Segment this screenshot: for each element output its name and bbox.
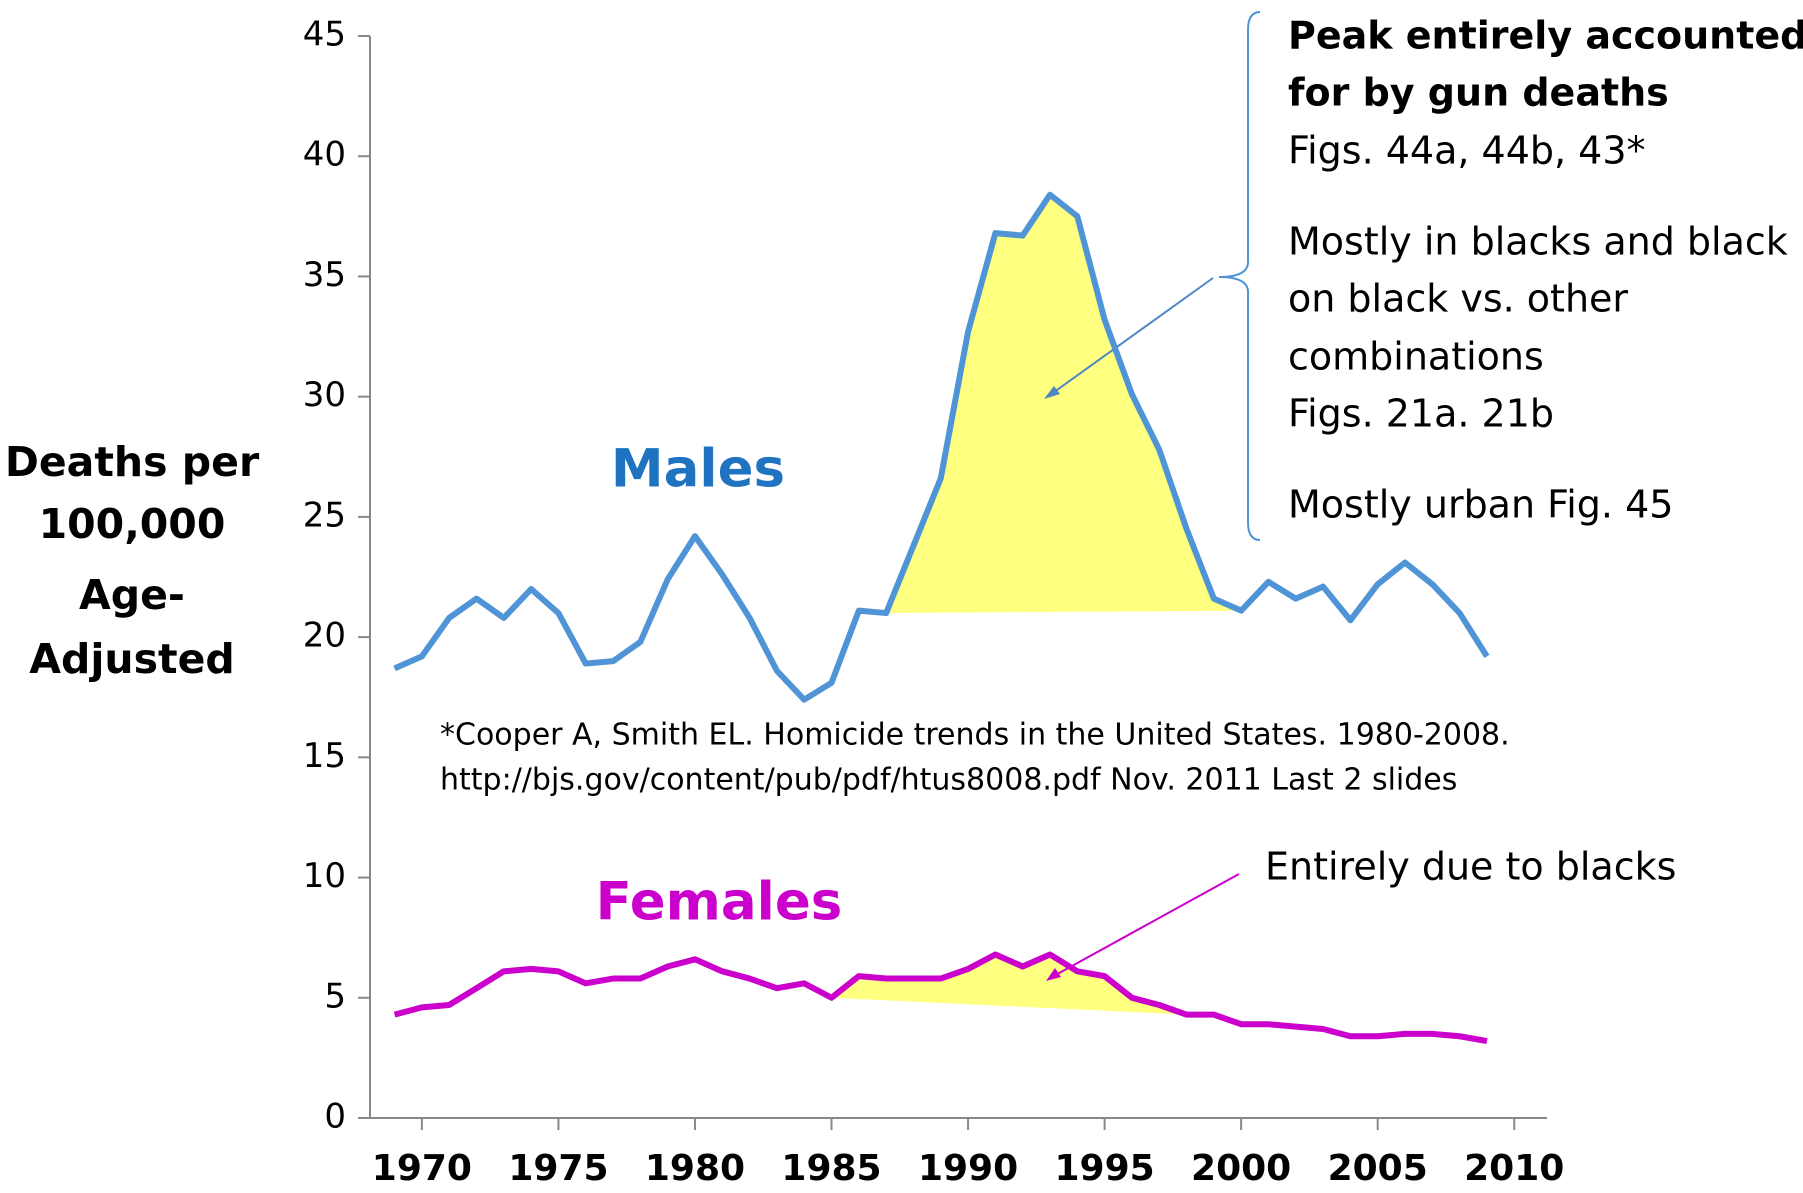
series-label: Males bbox=[611, 439, 785, 500]
y-tick-label: 25 bbox=[303, 495, 346, 535]
y-tick-label: 30 bbox=[303, 375, 346, 415]
arrow bbox=[1051, 873, 1240, 978]
annotation: combinations bbox=[1288, 335, 1544, 379]
y-tick-label: 40 bbox=[303, 135, 346, 175]
footnote: *Cooper A, Smith EL. Homicide trends in … bbox=[440, 718, 1510, 753]
y-tick-label: 15 bbox=[303, 736, 346, 776]
x-tick-label: 2005 bbox=[1328, 1148, 1428, 1189]
y-tick-label: 10 bbox=[303, 856, 346, 896]
x-tick-label: 1990 bbox=[918, 1148, 1018, 1189]
x-tick-label: 1985 bbox=[781, 1148, 881, 1189]
y-axis-label: 100,000 bbox=[39, 500, 226, 548]
x-tick-label: 1980 bbox=[645, 1148, 745, 1189]
annotation: Entirely due to blacks bbox=[1265, 845, 1676, 889]
annotation: for by gun deaths bbox=[1288, 71, 1669, 115]
highlight-area bbox=[886, 194, 1242, 614]
annotation: Figs. 44a, 44b, 43* bbox=[1288, 129, 1646, 173]
x-tick-label: 1970 bbox=[372, 1148, 472, 1189]
annotation: Peak entirely accounted bbox=[1288, 14, 1803, 58]
arrow-head bbox=[1046, 968, 1061, 981]
y-tick-label: 5 bbox=[324, 976, 346, 1016]
footnote: http://bjs.gov/content/pub/pdf/htus8008.… bbox=[440, 763, 1457, 798]
arrow-head bbox=[1044, 386, 1060, 399]
x-tick-label: 1975 bbox=[508, 1148, 608, 1189]
y-tick-label: 20 bbox=[303, 616, 346, 656]
annotation: Mostly urban Fig. 45 bbox=[1288, 483, 1673, 527]
annotation: Mostly in blacks and black bbox=[1288, 220, 1788, 264]
highlight-area bbox=[831, 954, 1187, 1015]
arrow bbox=[1049, 277, 1214, 396]
x-tick-label: 2000 bbox=[1191, 1148, 1291, 1189]
y-tick-label: 0 bbox=[324, 1097, 346, 1137]
brace bbox=[1218, 11, 1261, 541]
y-tick-label: 35 bbox=[303, 255, 346, 295]
y-axis-label: Adjusted bbox=[29, 635, 234, 683]
line-series bbox=[393, 951, 1488, 1045]
annotation: on black vs. other bbox=[1288, 277, 1628, 321]
y-axis-label: Age- bbox=[79, 571, 185, 619]
y-tick-label: 45 bbox=[303, 15, 346, 55]
x-tick-label: 2010 bbox=[1464, 1148, 1564, 1189]
annotation: Figs. 21a. 21b bbox=[1288, 392, 1554, 436]
line-series bbox=[393, 191, 1490, 703]
series-label: Females bbox=[596, 872, 843, 933]
y-axis-label: Deaths per bbox=[5, 438, 260, 486]
x-tick-label: 1995 bbox=[1054, 1148, 1154, 1189]
